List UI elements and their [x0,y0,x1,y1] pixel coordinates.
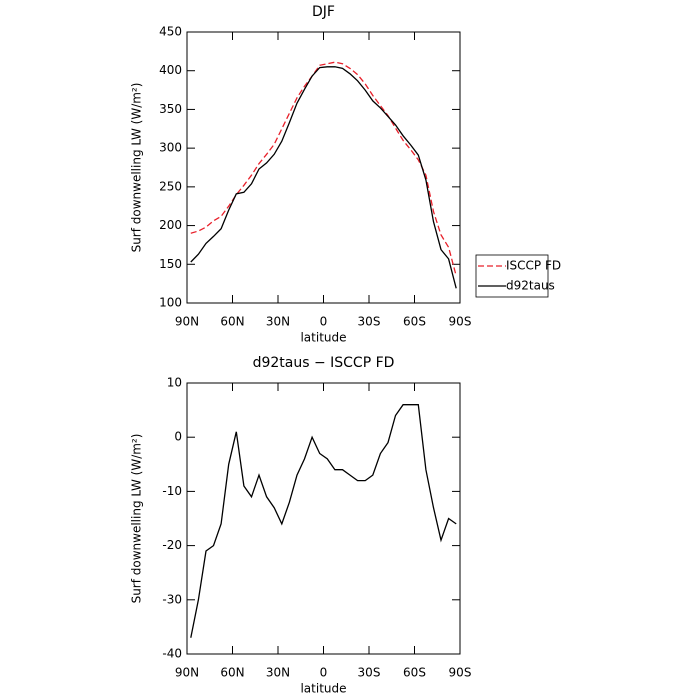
y-tick-label: -40 [162,647,182,661]
y-tick-label: -20 [162,538,182,552]
y-tick-label: 300 [159,141,182,155]
y-axis-label: Surf downwelling LW (W/m²) [130,83,144,253]
x-tick-label: 90S [449,666,472,680]
y-tick-label: 0 [174,430,182,444]
x-tick-label: 90N [175,666,199,680]
x-tick-label: 60S [403,315,426,329]
line-series [190,61,457,277]
x-tick-label: 30S [358,315,381,329]
y-tick-label: -10 [162,484,182,498]
x-tick-label: 60N [220,666,244,680]
legend-label: ISCCP FD [506,259,561,273]
y-tick-label: -30 [162,592,182,606]
x-tick-label: 60S [403,666,426,680]
x-axis-label: latitude [300,331,346,345]
line-series [190,66,457,289]
plot-frame [186,382,461,655]
y-tick-label: 200 [159,218,182,232]
x-tick-label: 30N [266,315,290,329]
x-tick-label: 90S [449,315,472,329]
x-tick-label: 0 [320,315,328,329]
y-axis-label: Surf downwelling LW (W/m²) [130,434,144,604]
x-tick-label: 30N [266,666,290,680]
y-tick-label: 450 [159,25,182,39]
chart-title: DJF [312,4,335,20]
chart-title: d92taus − ISCCP FD [253,355,395,371]
x-tick-label: 60N [220,315,244,329]
x-tick-label: 90N [175,315,199,329]
y-tick-label: 150 [159,257,182,271]
x-axis-label: latitude [300,682,346,696]
y-tick-label: 10 [167,376,182,390]
x-tick-label: 0 [320,666,328,680]
plot-frame [186,31,461,304]
y-tick-label: 100 [159,296,182,310]
y-tick-label: 350 [159,102,182,116]
legend-label: d92taus [506,279,555,293]
legend-box [475,254,549,298]
line-series [190,404,457,638]
x-tick-label: 30S [358,666,381,680]
y-tick-label: 250 [159,179,182,193]
y-tick-label: 400 [159,63,182,77]
